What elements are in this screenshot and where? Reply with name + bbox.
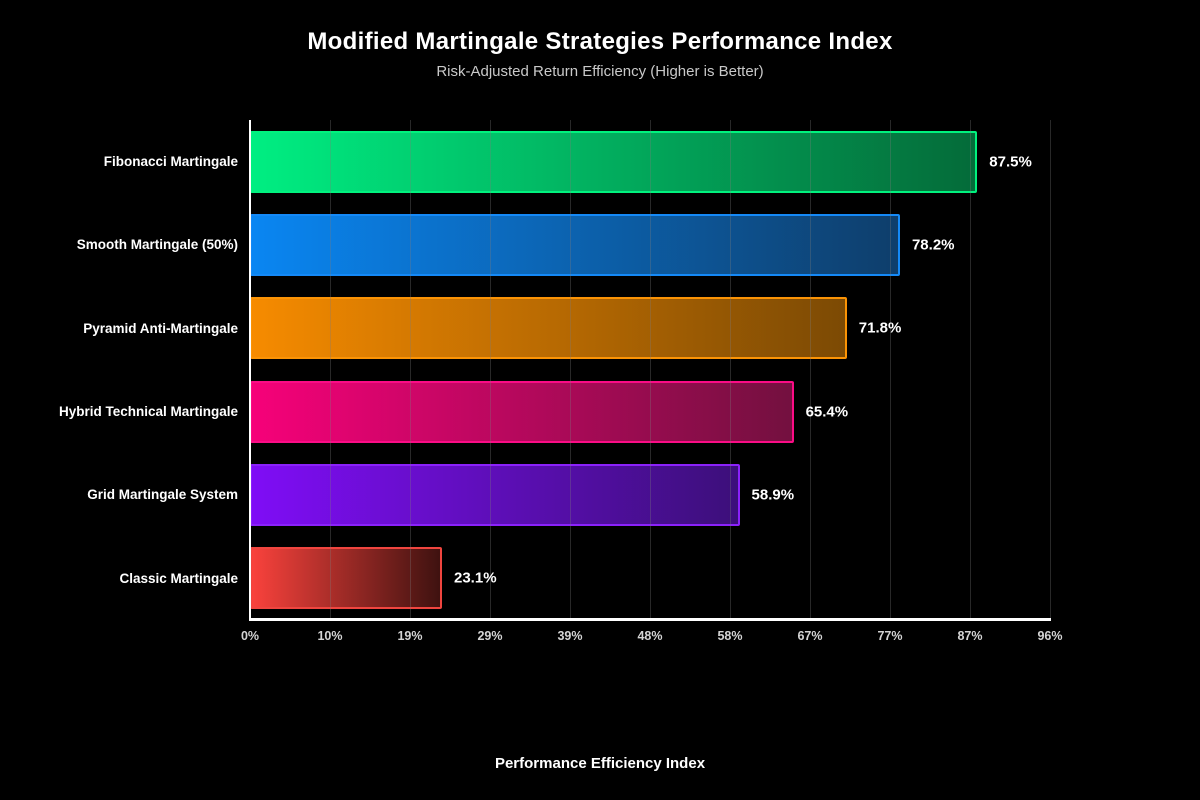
x-axis-ticks: 0% 10% 19% 29% 39% 48% 58% 67% 77% 87% 96% [241, 629, 1063, 649]
grid-line [890, 120, 891, 620]
category-label: Fibonacci Martingale [103, 154, 238, 170]
grid-line [330, 120, 331, 620]
x-tick-label: 96% [1037, 629, 1063, 643]
bar-value-label: 71.8% [858, 319, 902, 337]
bar [250, 380, 794, 443]
category-label: Pyramid Anti-Martingale [83, 320, 238, 336]
grid-line [970, 120, 971, 620]
x-tick-label: 87% [957, 629, 983, 643]
x-tick-label: 19% [397, 629, 423, 643]
bar-value-label: 65.4% [805, 403, 849, 421]
x-tick-label: 48% [637, 629, 663, 643]
bar [250, 547, 442, 610]
x-tick-label: 0% [240, 629, 260, 643]
bar [250, 464, 740, 526]
chart-title: Modified Martingale Strategies Performan… [307, 28, 893, 55]
grid-line [810, 120, 811, 620]
bar [250, 130, 978, 193]
bar [250, 214, 900, 276]
category-label: Grid Martingale System [87, 487, 238, 503]
bar [250, 297, 847, 360]
x-tick-label: 67% [797, 629, 823, 643]
x-tick-label: 58% [717, 629, 743, 643]
x-tick-label: 10% [317, 629, 343, 643]
grid-line [490, 120, 491, 620]
category-label: Smooth Martingale (50%) [76, 237, 238, 253]
x-tick-label: 39% [557, 629, 583, 643]
bar-value-label: 78.2% [911, 236, 955, 254]
category-label: Hybrid Technical Martingale [58, 404, 238, 420]
x-tick-label: 77% [877, 629, 903, 643]
grid-line [570, 120, 571, 620]
bar-value-label: 23.1% [454, 569, 497, 587]
grid-line [410, 120, 411, 620]
y-axis-spine [248, 120, 251, 621]
plot-area: 87.5% 78.2% 71.8% 65.4% 58.9% 23.1% [250, 120, 1051, 620]
category-axis-labels: Fibonacci Martingale Smooth Martingale (5… [0, 120, 238, 620]
bar-value-label: 58.9% [751, 486, 795, 504]
x-axis-spine [248, 618, 1051, 621]
grid-line [650, 120, 651, 620]
x-axis-label: Performance Efficiency Index [494, 755, 706, 772]
grid-line [730, 120, 731, 620]
grid-line [1050, 120, 1051, 620]
chart-subtitle: Risk-Adjusted Return Efficiency (Higher … [436, 63, 764, 80]
bar-value-label: 87.5% [989, 153, 1032, 171]
x-tick-label: 29% [477, 629, 503, 643]
category-label: Classic Martingale [119, 570, 238, 586]
